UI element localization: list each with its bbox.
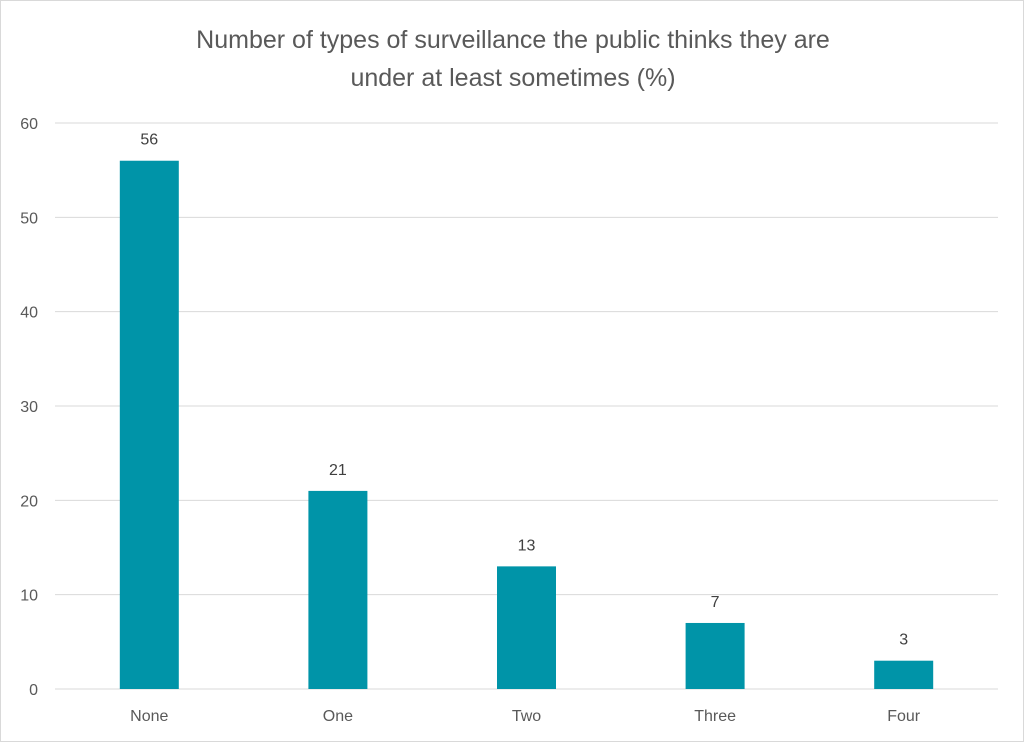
- y-tick-label: 40: [20, 305, 38, 322]
- chart-title-line-1: Number of types of surveillance the publ…: [196, 26, 830, 54]
- y-tick-label: 60: [20, 116, 38, 133]
- chart-title: Number of types of surveillance the publ…: [113, 21, 913, 97]
- data-label: 7: [711, 594, 720, 611]
- data-label: 56: [140, 132, 158, 149]
- y-tick-label: 50: [20, 210, 38, 227]
- chart-title-line-2: under at least sometimes (%): [350, 64, 676, 92]
- bar-none: [119, 160, 179, 689]
- x-tick-label: Three: [694, 708, 736, 725]
- x-tick-label: One: [323, 708, 353, 725]
- data-labels: 56 21 13 7 3: [140, 132, 908, 649]
- data-label: 13: [518, 537, 536, 554]
- data-label: 3: [899, 632, 908, 649]
- y-tick-label: 0: [29, 682, 38, 699]
- y-tick-label: 20: [20, 493, 38, 510]
- x-tick-label: Four: [887, 708, 921, 725]
- data-label: 21: [329, 462, 347, 479]
- y-tick-label: 30: [20, 399, 38, 416]
- x-tick-label: Two: [512, 708, 541, 725]
- gridlines: [55, 122, 998, 690]
- y-tick-label: 10: [20, 588, 38, 605]
- bar-four: [874, 660, 934, 689]
- bar-three: [685, 622, 745, 689]
- y-axis-ticks: 0 10 20 30 40 50 60: [20, 116, 38, 699]
- bar-two: [497, 566, 556, 689]
- bar-one: [308, 490, 368, 689]
- bars: [119, 160, 934, 689]
- x-axis-ticks: None One Two Three Four: [130, 708, 921, 725]
- x-tick-label: None: [130, 708, 168, 725]
